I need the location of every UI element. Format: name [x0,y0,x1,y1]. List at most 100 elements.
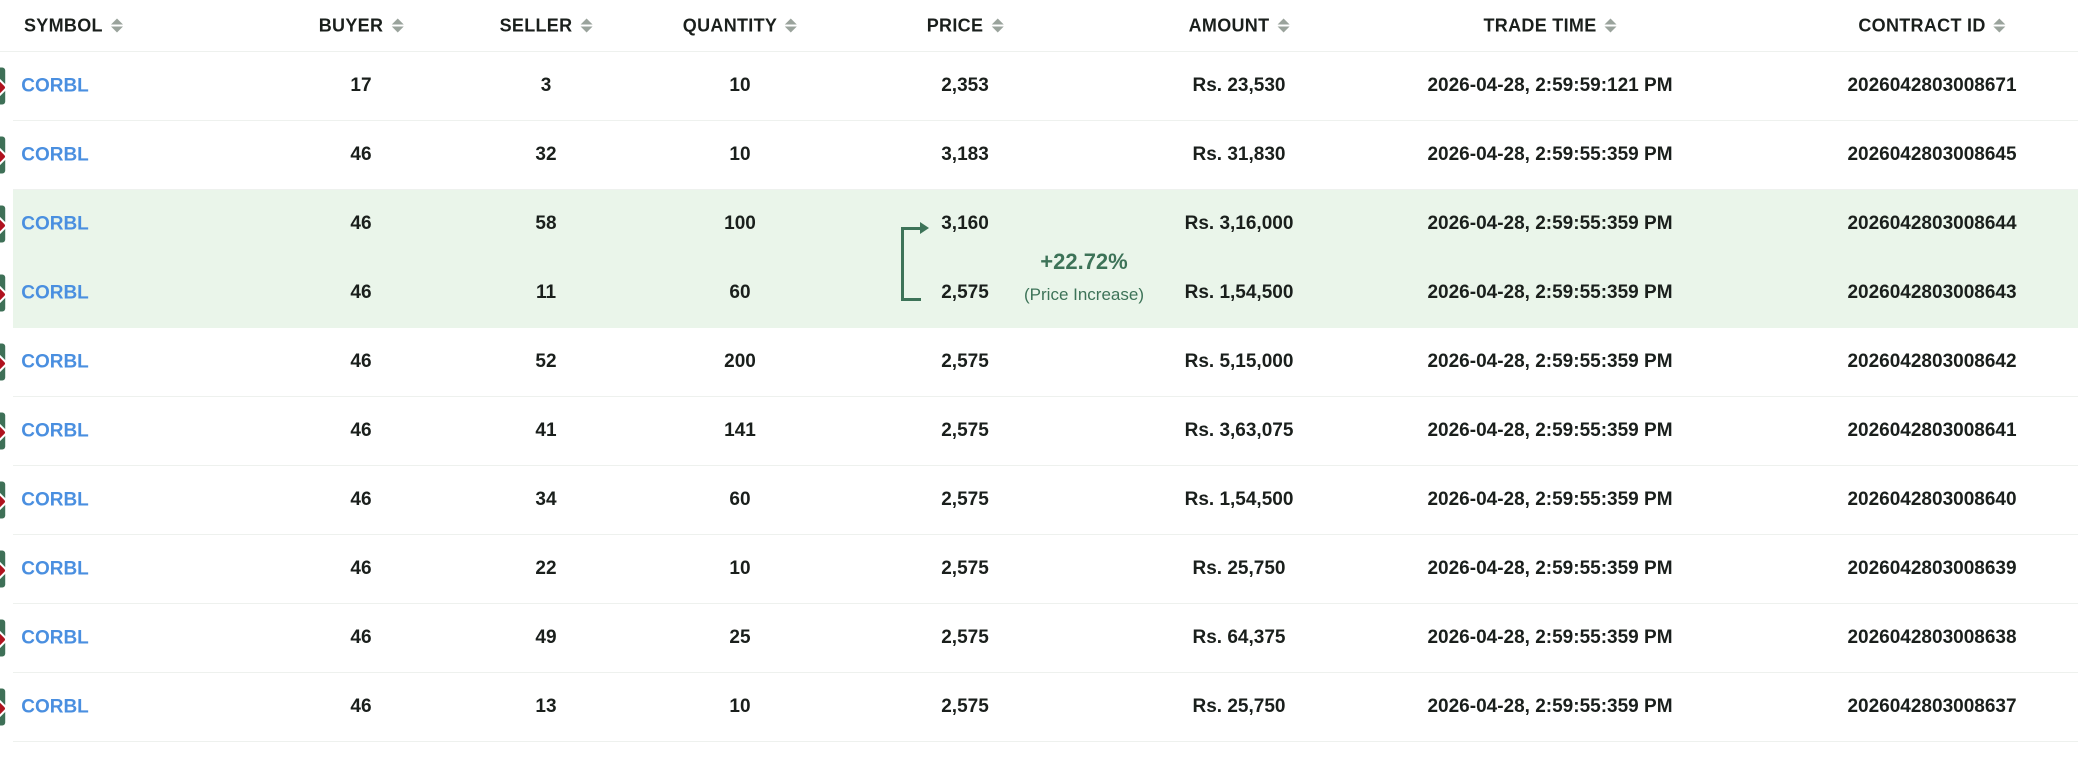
contract-cell: 2026042803008671 [1847,75,2017,96]
symbol-cell: CORBL [0,412,89,450]
sort-icon[interactable] [1277,18,1290,33]
table-row: CORBL 46 32 10 3,183 Rs. 31,830 2026-04-28, 2:… [0,121,2078,190]
column-header-price[interactable]: PRICE [927,15,1004,36]
symbol-link[interactable]: CORBL [21,282,89,303]
price-change-arrow-icon [901,222,929,301]
amount-cell: Rs. 5,15,000 [1184,351,1294,372]
table-row: CORBL 46 11 60 2,575 Rs. 1,54,500 2026-04-28, … [0,259,2078,328]
symbol-link[interactable]: CORBL [21,420,89,441]
seller-cell: 11 [535,282,557,303]
buyer-cell: 46 [350,351,372,372]
symbol-link[interactable]: CORBL [21,627,89,648]
amount-cell: Rs. 23,530 [1192,75,1286,96]
buyer-cell: 46 [350,489,372,510]
time-cell: 2026-04-28, 2:59:55:359 PM [1427,627,1673,648]
table-row: CORBL 46 34 60 2,575 Rs. 1,54,500 2026-04-28, … [0,466,2078,535]
quantity-cell: 141 [724,420,756,441]
price-cell: 2,575 [941,282,989,303]
sort-icon[interactable] [1993,18,2006,33]
symbol-cell: CORBL [0,274,89,312]
seller-cell: 52 [535,351,557,372]
symbol-link[interactable]: CORBL [21,75,89,96]
quantity-cell: 10 [729,558,751,579]
seller-cell: 49 [535,627,557,648]
sort-icon[interactable] [391,18,404,33]
price-cell: 2,575 [941,420,989,441]
buyer-cell: 46 [350,282,372,303]
company-logo-icon [0,619,6,657]
price-cell: 3,160 [941,213,989,234]
sort-icon[interactable] [785,18,798,33]
quantity-cell: 10 [729,75,751,96]
column-header-contract-id[interactable]: CONTRACT ID [1858,15,2006,36]
quantity-cell: 25 [729,627,751,648]
quantity-cell: 60 [729,489,751,510]
contract-cell: 2026042803008640 [1847,489,2017,510]
company-logo-icon [0,205,6,243]
buyer-cell: 46 [350,420,372,441]
sort-icon[interactable] [110,18,123,33]
amount-cell: Rs. 3,16,000 [1184,213,1294,234]
amount-cell: Rs. 64,375 [1192,627,1286,648]
company-logo-icon [0,550,6,588]
symbol-link[interactable]: CORBL [21,489,89,510]
seller-cell: 58 [535,213,557,234]
table-row: CORBL 46 41 141 2,575 Rs. 3,63,075 2026-04-28,… [0,397,2078,466]
quantity-cell: 10 [729,144,751,165]
time-cell: 2026-04-28, 2:59:59:121 PM [1427,75,1673,96]
symbol-cell: CORBL [0,205,89,243]
time-cell: 2026-04-28, 2:59:55:359 PM [1427,213,1673,234]
contract-cell: 2026042803008637 [1847,696,2017,717]
buyer-cell: 46 [350,696,372,717]
amount-cell: Rs. 31,830 [1192,144,1286,165]
symbol-cell: CORBL [0,550,89,588]
contract-cell: 2026042803008644 [1847,213,2017,234]
amount-cell: Rs. 1,54,500 [1184,282,1294,303]
contract-cell: 2026042803008641 [1847,420,2017,441]
symbol-link[interactable]: CORBL [21,213,89,234]
column-header-trade-time[interactable]: TRADE TIME [1484,15,1617,36]
contract-cell: 2026042803008643 [1847,282,2017,303]
column-header-symbol[interactable]: SYMBOL [24,15,123,36]
price-cell: 2,575 [941,489,989,510]
company-logo-icon [0,67,6,105]
contract-cell: 2026042803008638 [1847,627,2017,648]
column-header-amount[interactable]: AMOUNT [1189,15,1290,36]
time-cell: 2026-04-28, 2:59:55:359 PM [1427,282,1673,303]
sort-icon[interactable] [580,18,593,33]
buyer-cell: 17 [350,75,372,96]
price-cell: 2,575 [941,627,989,648]
contract-cell: 2026042803008639 [1847,558,2017,579]
company-logo-icon [0,343,6,381]
seller-cell: 13 [535,696,557,717]
buyer-cell: 46 [350,627,372,648]
quantity-cell: 60 [729,282,751,303]
symbol-link[interactable]: CORBL [21,144,89,165]
sort-icon[interactable] [991,18,1004,33]
column-header-seller[interactable]: SELLER [500,15,593,36]
time-cell: 2026-04-28, 2:59:55:359 PM [1427,351,1673,372]
price-change-label: (Price Increase) [1024,285,1144,304]
company-logo-icon [0,481,6,519]
seller-cell: 41 [535,420,557,441]
symbol-link[interactable]: CORBL [21,351,89,372]
time-cell: 2026-04-28, 2:59:55:359 PM [1427,144,1673,165]
column-header-buyer[interactable]: BUYER [319,15,404,36]
company-logo-icon [0,688,6,726]
symbol-link[interactable]: CORBL [21,696,89,717]
column-header-quantity[interactable]: QUANTITY [683,15,798,36]
amount-cell: Rs. 1,54,500 [1184,489,1294,510]
amount-cell: Rs. 25,750 [1192,558,1286,579]
sort-icon[interactable] [1604,18,1617,33]
quantity-cell: 10 [729,696,751,717]
time-cell: 2026-04-28, 2:59:55:359 PM [1427,489,1673,510]
price-cell: 2,575 [941,558,989,579]
price-cell: 2,575 [941,351,989,372]
symbol-link[interactable]: CORBL [21,558,89,579]
symbol-cell: CORBL [0,619,89,657]
symbol-cell: CORBL [0,136,89,174]
table-row: CORBL 46 58 100 3,160 Rs. 3,16,000 2026-04-28,… [0,190,2078,259]
time-cell: 2026-04-28, 2:59:55:359 PM [1427,420,1673,441]
table-header: SYMBOL BUYER SELLER QUANTITY PRICE AMOUNT TRAD… [0,0,2078,52]
price-cell: 3,183 [941,144,989,165]
